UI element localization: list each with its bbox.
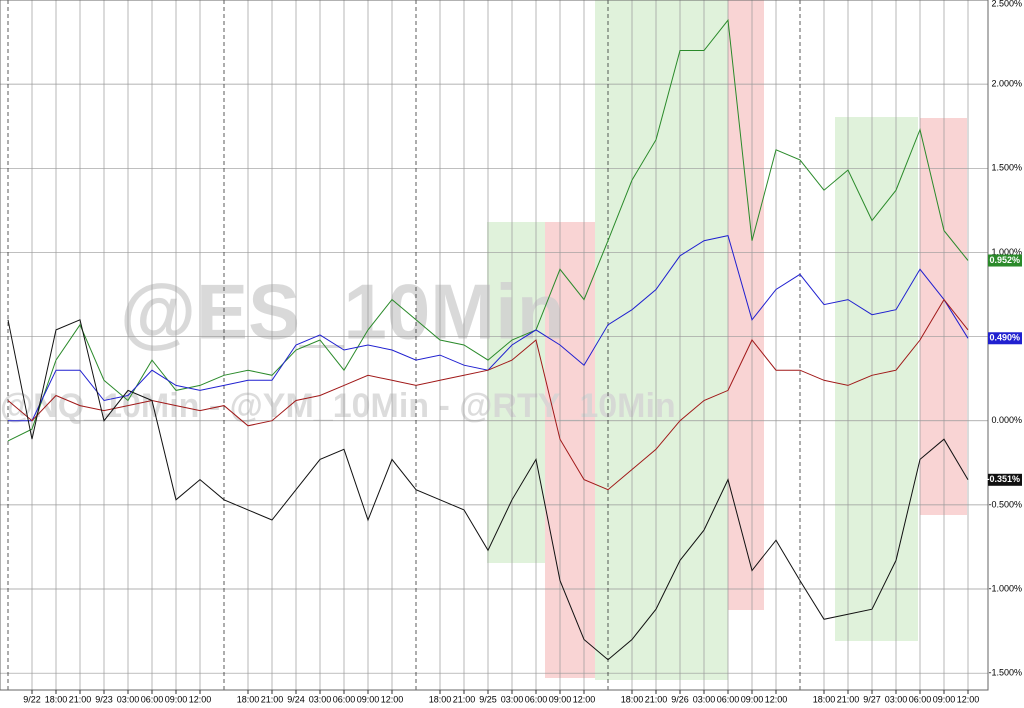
x-tick-label: 12:00	[957, 694, 980, 704]
down-band	[728, 0, 764, 610]
up-band	[487, 222, 545, 563]
x-tick-label: 12:00	[765, 694, 788, 704]
end-value-label: 0.952%	[989, 255, 1020, 265]
watermark-sub: @NQ_10Min - @YM_10Min - @RTY_10Min	[0, 387, 676, 425]
x-tick-label: 9/27	[863, 694, 881, 704]
x-tick-label: 18:00	[237, 694, 260, 704]
x-tick-label: 06:00	[333, 694, 356, 704]
axes: 2.500%2.000%1.500%1.000%0.500%0.000%-0.5…	[23, 0, 1022, 704]
x-tick-label: 9/24	[287, 694, 305, 704]
watermark: @ES_10Min	[120, 268, 565, 356]
x-tick-label: 12:00	[381, 694, 404, 704]
y-tick-label: -1.000%	[988, 583, 1022, 593]
end-value-tag	[988, 332, 1022, 345]
y-tick-label: 1.000%	[991, 247, 1022, 257]
x-tick-label: 06:00	[909, 694, 932, 704]
lines	[7, 18, 969, 661]
x-tick-label: 9/26	[671, 694, 689, 704]
end-value-tag	[988, 473, 1022, 486]
y-tick-label: 0.000%	[991, 415, 1022, 425]
series-line	[7, 319, 969, 661]
y-tick-label: 2.500%	[991, 0, 1022, 8]
x-tick-label: 18:00	[45, 694, 68, 704]
x-tick-label: 03:00	[885, 694, 908, 704]
series-line	[7, 298, 969, 491]
grid	[0, 0, 988, 690]
x-tick-label: 09:00	[165, 694, 188, 704]
x-tick-label: 12:00	[189, 694, 212, 704]
x-tick-label: 03:00	[501, 694, 524, 704]
x-tick-label: 03:00	[693, 694, 716, 704]
x-tick-label: 21:00	[453, 694, 476, 704]
end-value-label: -0.351%	[986, 474, 1020, 484]
up-band	[835, 117, 918, 641]
x-tick-label: 9/25	[479, 694, 497, 704]
y-tick-label: -0.500%	[988, 499, 1022, 509]
x-tick-label: 09:00	[549, 694, 572, 704]
x-tick-label: 09:00	[933, 694, 956, 704]
end-value-tag	[988, 254, 1022, 267]
down-band	[545, 222, 595, 678]
highlight-bands	[487, 0, 967, 680]
x-tick-label: 9/23	[95, 694, 113, 704]
y-tick-label: 1.500%	[991, 163, 1022, 173]
x-tick-label: 03:00	[117, 694, 140, 704]
down-band	[920, 118, 967, 515]
y-tick-label: -1.500%	[988, 668, 1022, 678]
up-band	[595, 0, 728, 680]
x-tick-label: 9/22	[23, 694, 41, 704]
x-tick-label: 21:00	[69, 694, 92, 704]
x-tick-label: 18:00	[813, 694, 836, 704]
x-tick-label: 18:00	[621, 694, 644, 704]
x-tick-label: 06:00	[717, 694, 740, 704]
plot-frame	[0, 0, 989, 691]
x-tick-label: 06:00	[525, 694, 548, 704]
x-tick-label: 12:00	[573, 694, 596, 704]
x-tick-label: 09:00	[741, 694, 764, 704]
x-tick-label: 18:00	[429, 694, 452, 704]
end-value-label: 0.490%	[989, 333, 1020, 343]
x-tick-label: 03:00	[309, 694, 332, 704]
x-tick-label: 21:00	[837, 694, 860, 704]
x-tick-label: 06:00	[141, 694, 164, 704]
y-tick-label: 2.000%	[991, 79, 1022, 89]
x-tick-label: 09:00	[357, 694, 380, 704]
x-tick-label: 21:00	[261, 694, 284, 704]
x-tick-label: 21:00	[645, 694, 668, 704]
